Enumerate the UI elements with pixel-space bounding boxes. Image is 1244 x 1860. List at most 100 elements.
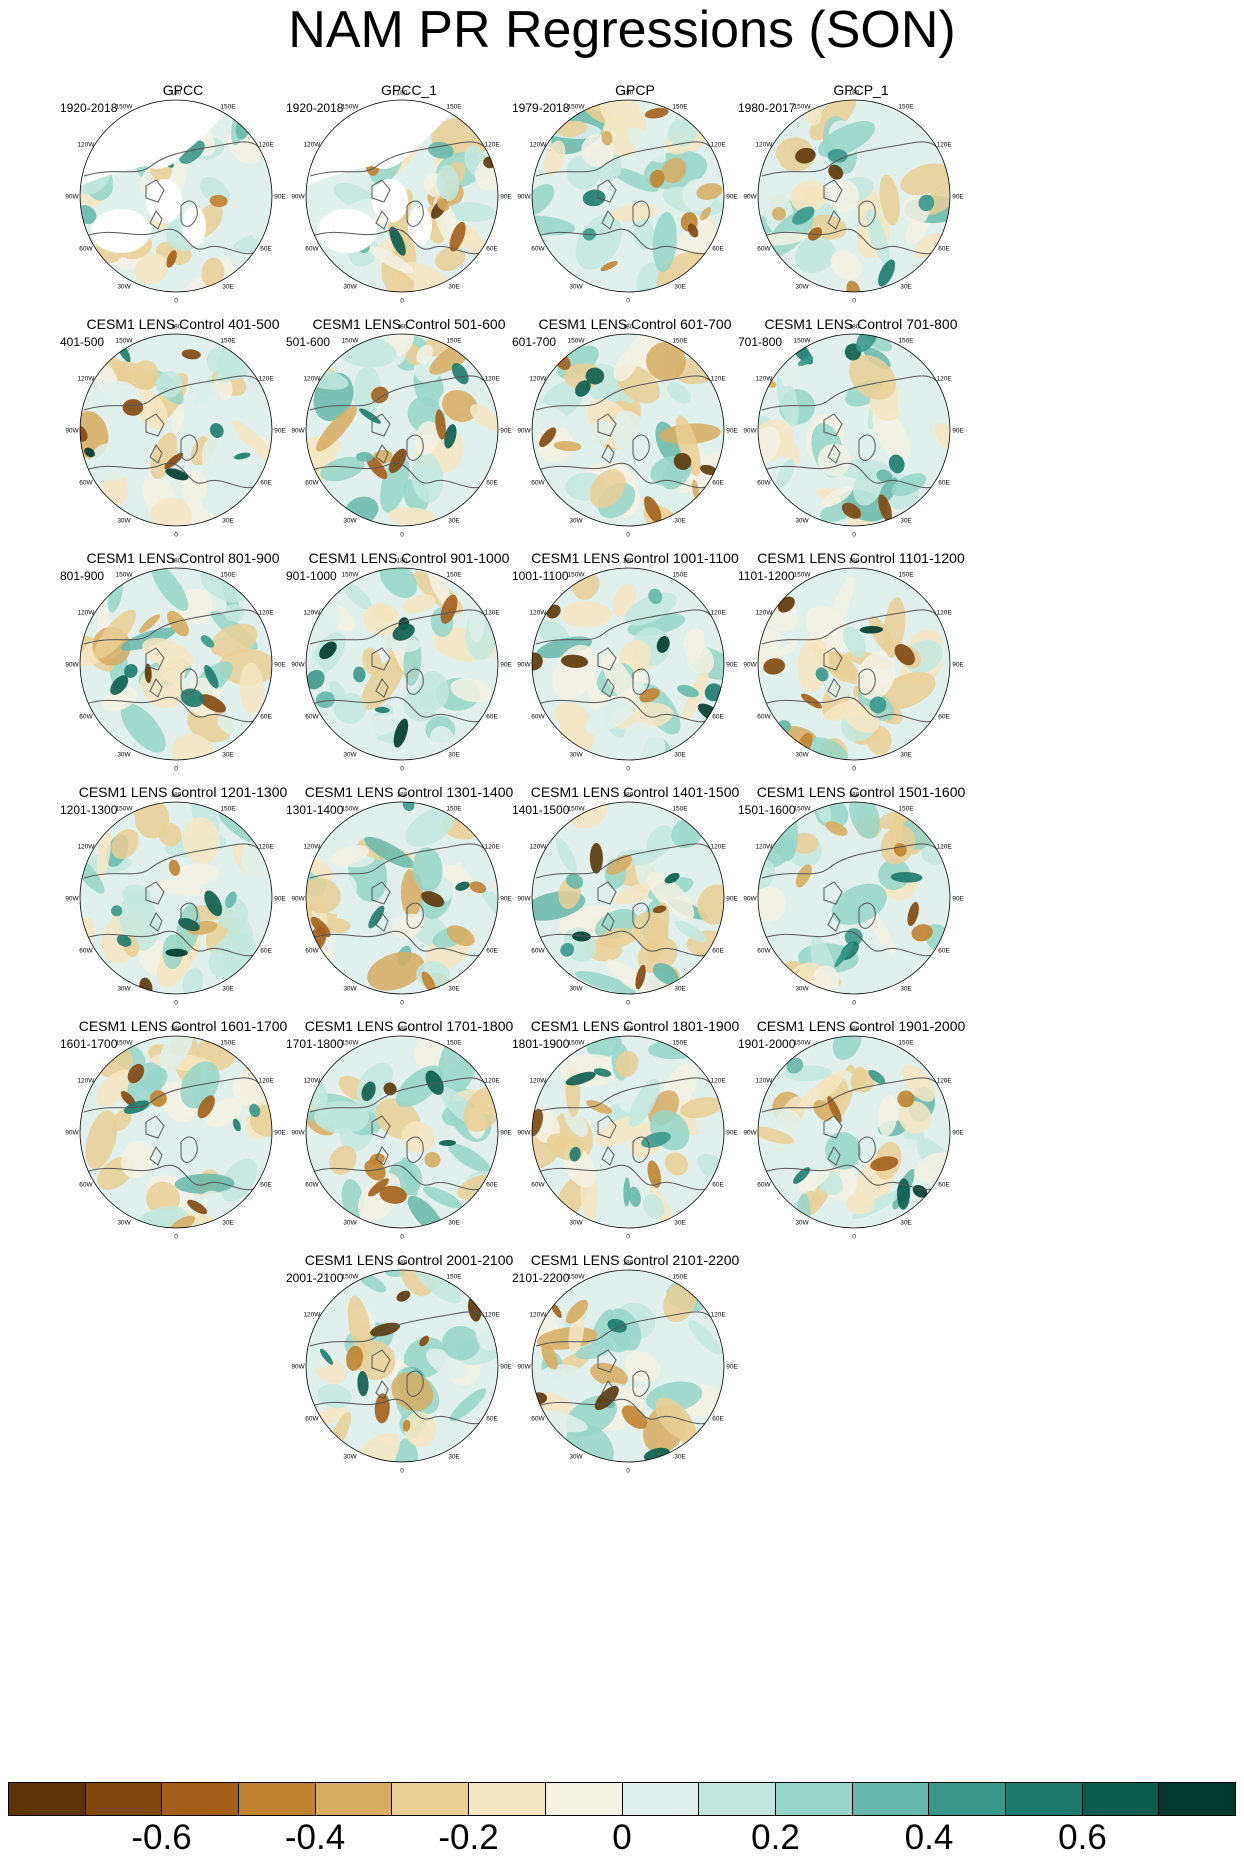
longitude-label: 30W bbox=[117, 1220, 131, 1227]
longitude-label: 0 bbox=[174, 766, 178, 773]
longitude-label: 120W bbox=[303, 610, 321, 617]
longitude-label: 120E bbox=[484, 376, 500, 383]
panel-period: 1501-1600 bbox=[738, 803, 796, 817]
longitude-label: 120E bbox=[484, 1312, 500, 1319]
longitude-label: 90W bbox=[291, 194, 305, 201]
longitude-label: 60E bbox=[486, 1182, 498, 1189]
longitude-label: 30E bbox=[222, 752, 234, 759]
longitude-label: 0 bbox=[174, 532, 178, 539]
panel-period: 1001-1100 bbox=[512, 569, 569, 583]
longitude-label: 90W bbox=[65, 662, 79, 669]
longitude-label: 120E bbox=[258, 1078, 274, 1085]
longitude-label: 30E bbox=[900, 284, 912, 291]
longitude-label: 0 bbox=[400, 1000, 404, 1007]
longitude-label: 30W bbox=[569, 752, 583, 759]
colorbar-swatch bbox=[239, 1783, 316, 1815]
longitude-label: 90W bbox=[65, 428, 79, 435]
map-panel: GPCP 1979-2018 180 150E 120E 90E 60E 30E 0 30W 60W… bbox=[502, 82, 768, 352]
longitude-label: 180 bbox=[397, 90, 408, 97]
longitude-label: 180 bbox=[397, 792, 408, 799]
longitude-label: 0 bbox=[400, 766, 404, 773]
colorbar-swatch bbox=[315, 1783, 393, 1815]
polar-map: 180 150E 120E 90E 60E 30E 0 30W 60W 90W 120W 150W bbox=[743, 792, 964, 1007]
longitude-label: 30E bbox=[674, 518, 686, 525]
longitude-label: 90E bbox=[726, 1364, 738, 1371]
longitude-label: 150W bbox=[116, 805, 134, 812]
longitude-label: 180 bbox=[397, 1026, 408, 1033]
colorbar-swatch bbox=[392, 1783, 470, 1815]
longitude-label: 90E bbox=[726, 194, 738, 201]
longitude-label: 120W bbox=[755, 1078, 773, 1085]
panel-period: 501-600 bbox=[286, 335, 331, 349]
longitude-label: 120E bbox=[710, 1078, 726, 1085]
colorbar-swatch bbox=[852, 1783, 930, 1815]
longitude-label: 90W bbox=[291, 662, 305, 669]
longitude-label: 90W bbox=[517, 194, 531, 201]
map-panel: CESM1 LENS Control 1001-1100 1001-1100 180… bbox=[502, 550, 768, 820]
longitude-label: 0 bbox=[852, 766, 856, 773]
polar-map: 180 150E 120E 90E 60E 30E 0 30W 60W 90W 120W 150W bbox=[517, 90, 738, 305]
longitude-label: 90E bbox=[274, 896, 286, 903]
longitude-label: 150W bbox=[342, 337, 360, 344]
map-panel: CESM1 LENS Control 501-600 501-600 180 150E… bbox=[276, 316, 542, 586]
panel-period: 1201-1300 bbox=[60, 803, 118, 817]
panel-period: 1980-2017 bbox=[738, 101, 796, 115]
longitude-label: 120E bbox=[710, 142, 726, 149]
longitude-label: 60W bbox=[757, 948, 771, 955]
longitude-label: 90E bbox=[726, 662, 738, 669]
longitude-label: 120E bbox=[710, 610, 726, 617]
longitude-label: 180 bbox=[171, 90, 182, 97]
longitude-label: 90E bbox=[274, 1130, 286, 1137]
longitude-label: 120E bbox=[484, 1078, 500, 1085]
longitude-label: 120W bbox=[303, 142, 321, 149]
longitude-label: 150W bbox=[342, 1273, 360, 1280]
longitude-label: 60E bbox=[260, 246, 272, 253]
panel-title: CESM1 LENS Control 1001-1100 bbox=[531, 550, 739, 566]
longitude-label: 150W bbox=[568, 805, 586, 812]
longitude-label: 150W bbox=[568, 1039, 586, 1046]
panel-title: CESM1 LENS Control 1901-2000 bbox=[756, 1018, 966, 1034]
longitude-label: 150W bbox=[794, 805, 812, 812]
longitude-label: 60E bbox=[486, 246, 498, 253]
longitude-label: 120W bbox=[529, 142, 547, 149]
longitude-label: 90W bbox=[65, 194, 79, 201]
longitude-label: 60E bbox=[938, 1182, 950, 1189]
longitude-label: 120W bbox=[77, 1078, 95, 1085]
longitude-label: 120W bbox=[303, 844, 321, 851]
longitude-label: 180 bbox=[623, 324, 634, 331]
map-panel: CESM1 LENS Control 1401-1500 1401-1500 180… bbox=[502, 784, 768, 1054]
longitude-label: 120W bbox=[77, 142, 95, 149]
longitude-label: 150E bbox=[898, 337, 914, 344]
panel-period: 1979-2018 bbox=[512, 101, 570, 115]
longitude-label: 30E bbox=[222, 986, 234, 993]
panel-period: 2001-2100 bbox=[286, 1271, 344, 1285]
longitude-label: 90E bbox=[726, 1130, 738, 1137]
longitude-label: 0 bbox=[174, 298, 178, 305]
longitude-label: 180 bbox=[171, 1026, 182, 1033]
longitude-label: 30E bbox=[222, 284, 234, 291]
longitude-label: 60W bbox=[305, 1416, 319, 1423]
longitude-label: 120W bbox=[755, 610, 773, 617]
longitude-label: 60E bbox=[260, 714, 272, 721]
panel-period: 1401-1500 bbox=[512, 803, 570, 817]
longitude-label: 30E bbox=[448, 1220, 460, 1227]
longitude-label: 30E bbox=[222, 518, 234, 525]
longitude-label: 180 bbox=[171, 792, 182, 799]
panel-title: CESM1 LENS Control 1401-1500 bbox=[530, 784, 740, 800]
colorbar-swatch bbox=[622, 1783, 700, 1815]
longitude-label: 180 bbox=[849, 558, 860, 565]
panel-period: 1920-2018 bbox=[286, 101, 344, 115]
longitude-label: 120W bbox=[755, 844, 773, 851]
longitude-label: 0 bbox=[400, 298, 404, 305]
map-panel: CESM1 LENS Control 701-800 701-800 180 150E… bbox=[728, 316, 994, 586]
polar-map: 180 150E 120E 90E 60E 30E 0 30W 60W 90W 120W 150W bbox=[65, 1026, 286, 1241]
map-panel: CESM1 LENS Control 2101-2200 2101-2200 180… bbox=[502, 1252, 768, 1522]
longitude-label: 90W bbox=[291, 896, 305, 903]
longitude-label: 120W bbox=[529, 1078, 547, 1085]
panel-period: 2101-2200 bbox=[512, 1271, 570, 1285]
longitude-label: 60W bbox=[305, 246, 319, 253]
longitude-label: 90W bbox=[291, 428, 305, 435]
longitude-label: 150W bbox=[116, 1039, 134, 1046]
longitude-label: 150W bbox=[342, 1039, 360, 1046]
map-panel: GPCC_1 1920-2018 180 150E 120E 90E 60E 30E 0 30W 6… bbox=[276, 82, 542, 352]
